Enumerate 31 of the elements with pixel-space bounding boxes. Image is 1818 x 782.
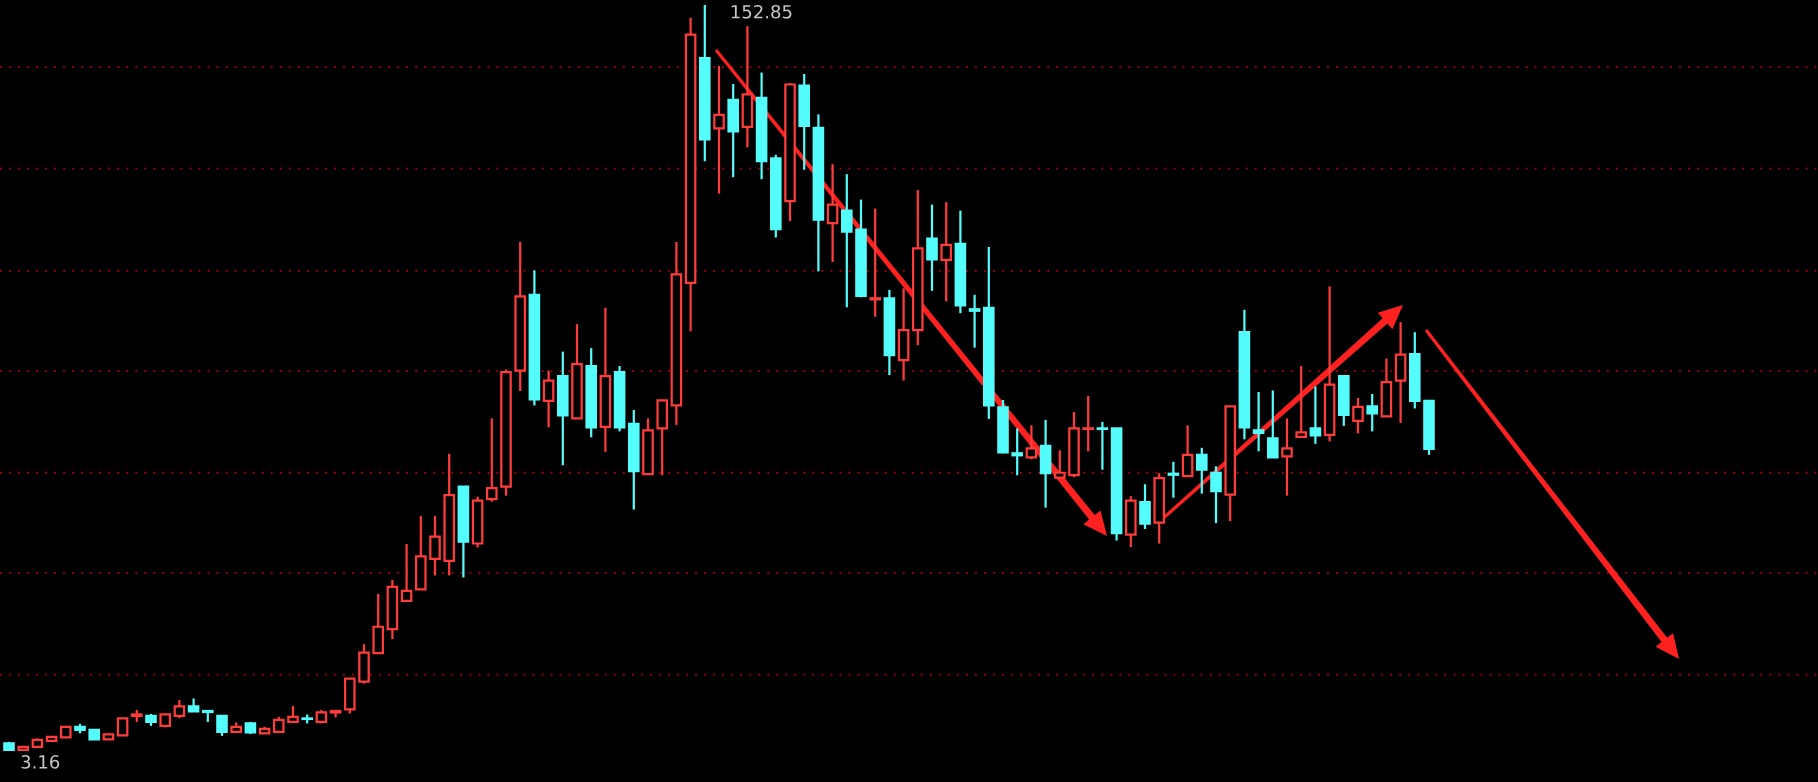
candlestick	[1025, 424, 1038, 461]
candlestick	[926, 203, 938, 292]
candlestick	[400, 542, 413, 602]
annotation: 152.85	[731, 4, 792, 19]
candlestick	[1352, 396, 1364, 435]
candlestick	[542, 369, 555, 429]
candlestick	[1295, 364, 1307, 438]
candlestick	[1054, 449, 1066, 480]
candlestick	[1082, 394, 1094, 453]
candlestick	[968, 293, 981, 349]
candlestick	[486, 417, 498, 503]
text: 3.16	[21, 755, 60, 769]
candlestick	[826, 163, 839, 264]
candlestick	[869, 207, 881, 318]
candlestick	[940, 201, 952, 303]
candlestick	[1309, 385, 1322, 445]
candlestick	[841, 173, 853, 309]
candlestick	[1167, 460, 1180, 499]
candlestick	[1267, 389, 1279, 459]
candlestick	[1252, 390, 1265, 453]
candlestick	[1281, 417, 1293, 497]
candlestick	[1139, 483, 1151, 531]
candlestick	[1210, 465, 1222, 525]
candlestick	[429, 514, 441, 577]
candlestick	[1011, 427, 1023, 477]
candlestick	[1366, 392, 1378, 433]
candlestick	[1181, 424, 1194, 478]
candlestick	[216, 714, 228, 737]
candlestick	[713, 64, 725, 195]
candlestick	[1196, 446, 1208, 495]
candlestick	[1096, 420, 1109, 471]
